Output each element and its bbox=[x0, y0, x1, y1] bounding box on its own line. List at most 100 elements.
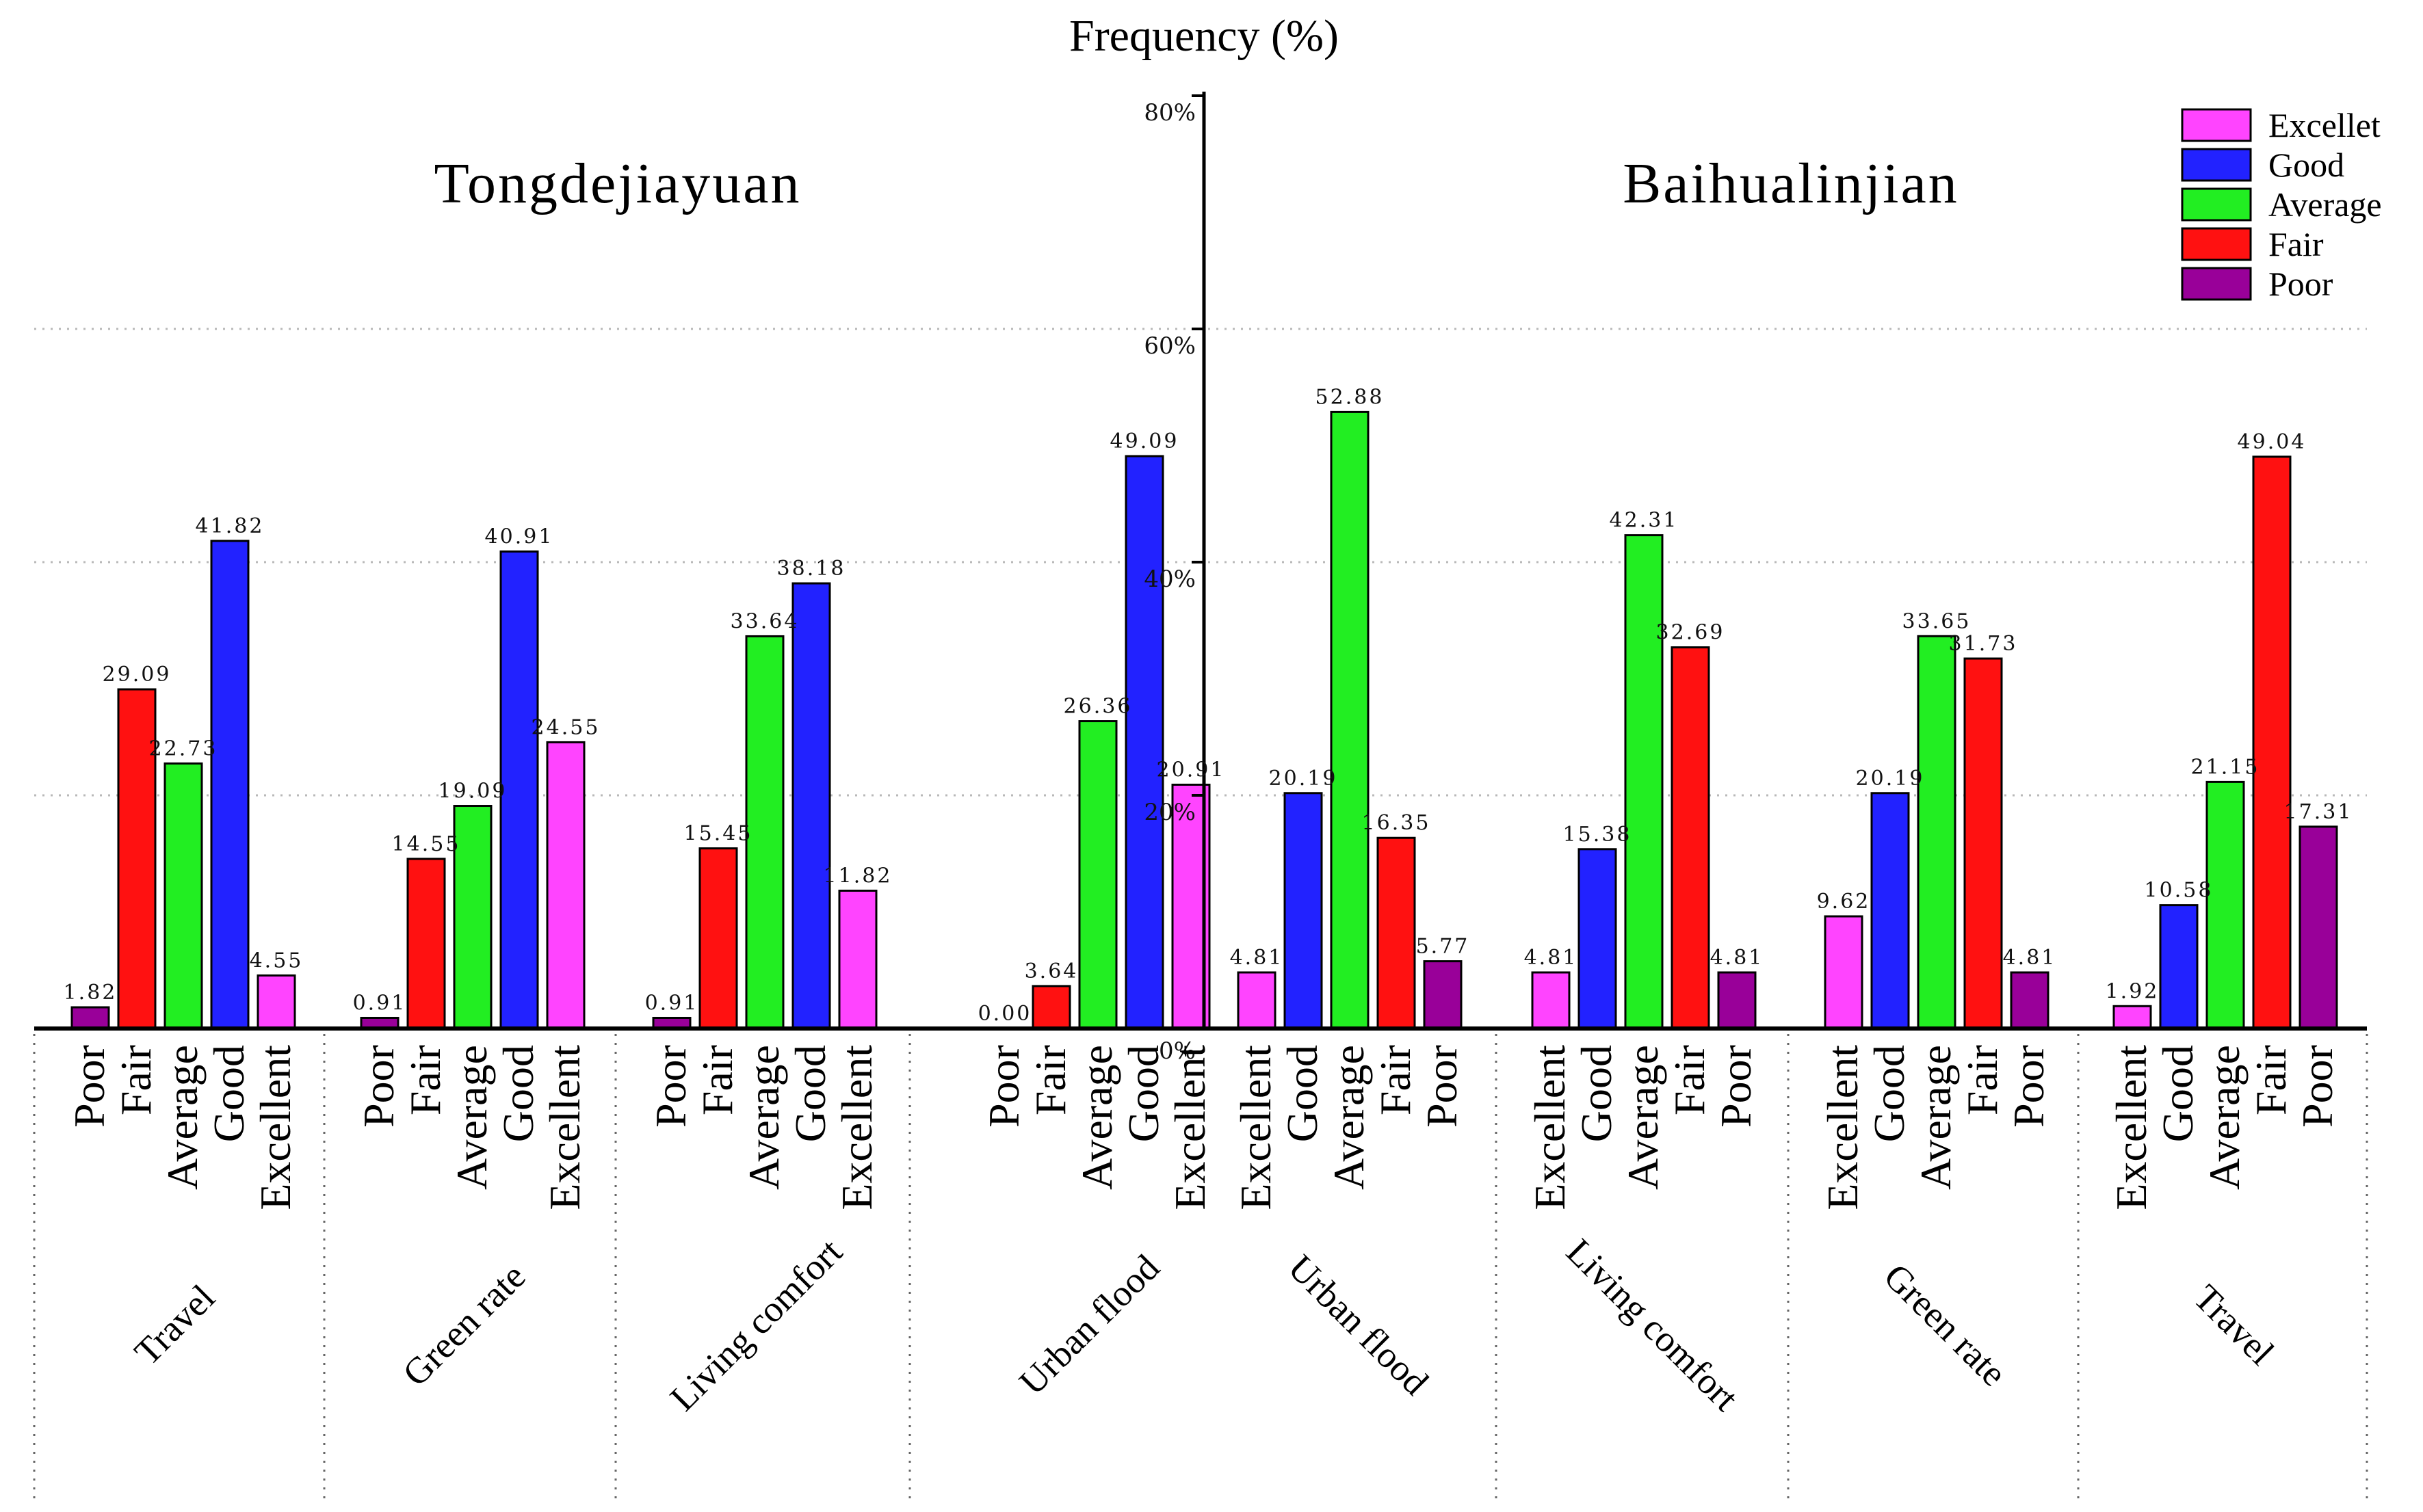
legend-swatch-poor bbox=[2181, 267, 2252, 301]
legend-swatch-excellent bbox=[2181, 108, 2252, 142]
category-label: Excellent bbox=[2107, 1045, 2156, 1210]
group-label: Urban flood bbox=[1011, 1247, 1167, 1403]
group-separators bbox=[33, 1034, 2368, 1504]
data-label: 31.73 bbox=[1949, 632, 2018, 656]
group-label: Green rate bbox=[395, 1256, 533, 1394]
bar-baihualinjian-living-comfort-good bbox=[1577, 848, 1617, 1030]
data-label: 1.82 bbox=[64, 981, 118, 1005]
legend-label-good: Good bbox=[2268, 146, 2344, 184]
data-label: 19.09 bbox=[438, 780, 508, 804]
category-label: Fair bbox=[1371, 1045, 1419, 1115]
data-label: 3.64 bbox=[1025, 959, 1079, 983]
category-label: Average bbox=[158, 1045, 207, 1190]
group-label: Travel bbox=[127, 1277, 223, 1373]
bar-baihualinjian-urban-flood-poor bbox=[1423, 960, 1463, 1030]
category-label: Fair bbox=[1958, 1045, 2006, 1115]
category-label: Poor bbox=[646, 1045, 695, 1128]
y-tick-label: 80% bbox=[1144, 99, 1196, 127]
category-label: Poor bbox=[65, 1045, 114, 1128]
y-tick-label: 40% bbox=[1144, 566, 1196, 593]
category-label: Excellent bbox=[833, 1045, 881, 1210]
bar-tongdejiayuan-green-rate-fair bbox=[406, 858, 446, 1030]
bar-tongdejiayuan-travel-poor bbox=[70, 1006, 110, 1030]
bar-baihualinjian-travel-average bbox=[2205, 780, 2245, 1030]
data-label: 1.92 bbox=[2106, 979, 2160, 1003]
group-label: Green rate bbox=[1876, 1256, 2014, 1394]
data-label: 32.69 bbox=[1656, 621, 1725, 645]
y-tick-label: 0% bbox=[1159, 1037, 1196, 1065]
category-label: Fair bbox=[1026, 1045, 1075, 1115]
category-label: Poor bbox=[1712, 1045, 1760, 1128]
bar-tongdejiayuan-urban-flood-good bbox=[1125, 455, 1164, 1030]
data-label: 4.81 bbox=[1710, 946, 1764, 970]
category-label: Average bbox=[2200, 1045, 2249, 1190]
legend-label-excellent: Excellet bbox=[2268, 106, 2381, 144]
bar-tongdejiayuan-green-rate-average bbox=[453, 805, 493, 1030]
bars bbox=[70, 410, 2338, 1030]
data-label: 33.65 bbox=[1902, 609, 1972, 633]
bar-tongdejiayuan-travel-good bbox=[210, 540, 250, 1030]
data-label: 40.91 bbox=[485, 525, 554, 548]
data-label: 4.81 bbox=[1524, 946, 1578, 970]
bar-baihualinjian-green-rate-average bbox=[1917, 635, 1956, 1030]
category-label: Average bbox=[447, 1045, 496, 1190]
data-label: 20.91 bbox=[1157, 758, 1226, 782]
y-tick-label: 60% bbox=[1144, 332, 1196, 360]
bar-baihualinjian-living-comfort-average bbox=[1624, 534, 1664, 1030]
bar-baihualinjian-urban-flood-good bbox=[1283, 792, 1323, 1030]
category-label: Poor bbox=[2004, 1045, 2053, 1128]
category-label: Excellent bbox=[540, 1045, 589, 1210]
bar-tongdejiayuan-travel-excellent bbox=[257, 974, 296, 1030]
category-label: Good bbox=[1865, 1045, 1913, 1142]
category-label: Good bbox=[2153, 1045, 2202, 1142]
category-label: Good bbox=[786, 1045, 835, 1142]
data-label: 33.64 bbox=[731, 609, 800, 633]
bar-baihualinjian-travel-good bbox=[2159, 904, 2199, 1030]
data-label: 9.62 bbox=[1817, 890, 1871, 914]
category-label: Fair bbox=[1665, 1045, 1714, 1115]
chart-title: Frequency (%) bbox=[1069, 11, 1339, 61]
data-label: 15.45 bbox=[684, 822, 753, 846]
legend-swatch-average bbox=[2181, 187, 2252, 222]
category-label: Average bbox=[1911, 1045, 1960, 1190]
category-label: Fair bbox=[112, 1045, 160, 1115]
data-label: 17.31 bbox=[2284, 800, 2353, 824]
category-label: Poor bbox=[2293, 1045, 2342, 1128]
bar-baihualinjian-travel-poor bbox=[2298, 825, 2338, 1030]
bar-tongdejiayuan-living-comfort-average bbox=[745, 635, 785, 1030]
bar-baihualinjian-living-comfort-excellent bbox=[1531, 971, 1571, 1030]
data-label: 0.91 bbox=[645, 991, 699, 1015]
legend-swatch-good bbox=[2181, 148, 2252, 182]
data-label: 41.82 bbox=[196, 514, 265, 538]
data-label: 4.55 bbox=[250, 949, 304, 972]
category-label: Average bbox=[1324, 1045, 1373, 1190]
axes bbox=[34, 92, 2367, 1031]
category-label: Excellent bbox=[1231, 1045, 1280, 1210]
legend-label-fair: Fair bbox=[2268, 225, 2324, 263]
bar-baihualinjian-travel-fair bbox=[2252, 455, 2292, 1030]
data-label: 0.00 bbox=[978, 1002, 1032, 1026]
group-label: Urban flood bbox=[1281, 1247, 1437, 1403]
bar-tongdejiayuan-urban-flood-average bbox=[1078, 720, 1118, 1030]
data-label: 20.19 bbox=[1269, 767, 1338, 791]
category-label: Good bbox=[205, 1045, 253, 1142]
data-label: 10.58 bbox=[2145, 879, 2214, 903]
legend-label-poor: Poor bbox=[2268, 265, 2333, 303]
bar-baihualinjian-travel-excellent bbox=[2112, 1005, 2152, 1030]
data-label: 52.88 bbox=[1315, 385, 1385, 409]
data-label: 42.31 bbox=[1610, 509, 1679, 533]
bar-tongdejiayuan-travel-fair bbox=[117, 688, 157, 1030]
group-label: Living comfort bbox=[1558, 1231, 1746, 1419]
category-label: Good bbox=[1278, 1045, 1326, 1142]
data-label: 29.09 bbox=[103, 663, 172, 687]
category-label: Poor bbox=[1417, 1045, 1466, 1128]
data-label: 14.55 bbox=[392, 832, 461, 856]
bar-baihualinjian-living-comfort-fair bbox=[1671, 646, 1710, 1030]
bar-tongdejiayuan-green-rate-excellent bbox=[546, 741, 586, 1030]
bar-tongdejiayuan-living-comfort-fair bbox=[698, 847, 738, 1030]
category-label: Excellent bbox=[1166, 1045, 1214, 1210]
data-label: 26.36 bbox=[1064, 695, 1133, 719]
bar-baihualinjian-green-rate-excellent bbox=[1824, 915, 1863, 1030]
legend-label-average: Average bbox=[2268, 185, 2382, 224]
